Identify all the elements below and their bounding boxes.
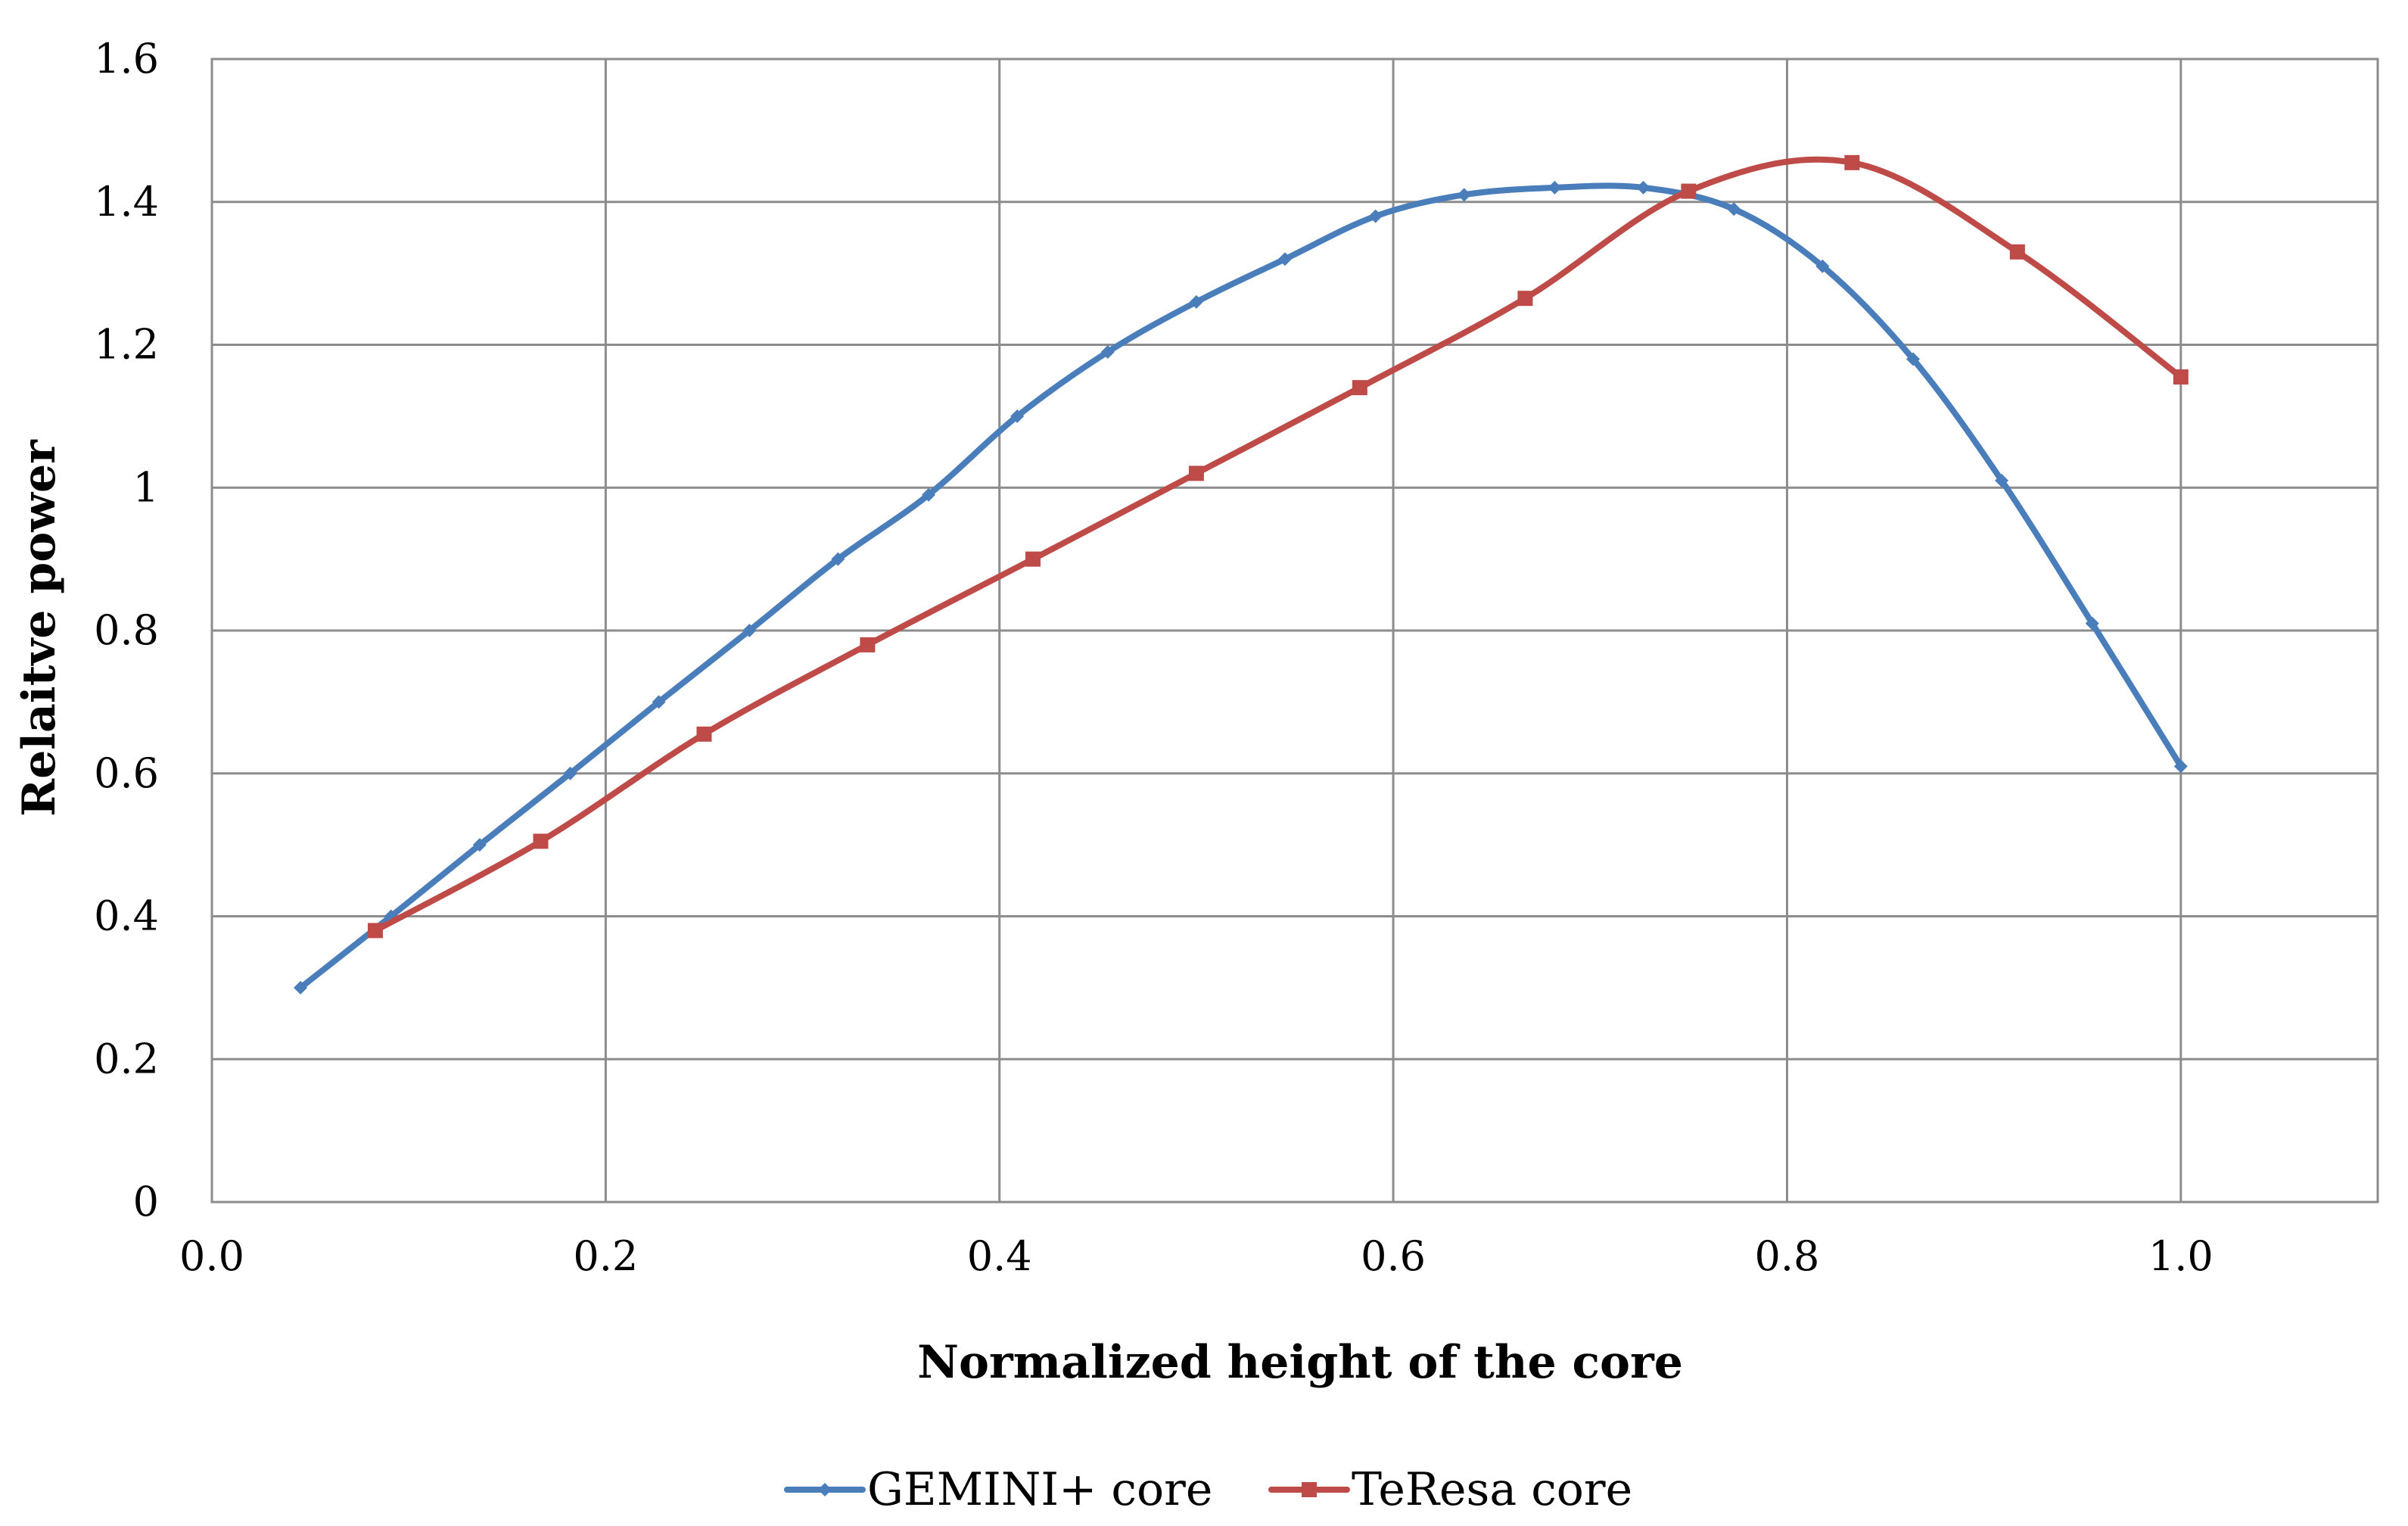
data-point (1352, 380, 1367, 396)
data-point (860, 637, 876, 652)
y-tick-label: 1.2 (94, 321, 159, 369)
data-point (1188, 466, 1204, 481)
y-tick-label: 0.2 (94, 1035, 159, 1082)
y-tick-label: 0.8 (94, 606, 159, 654)
data-point (1815, 259, 1830, 273)
data-point (922, 487, 936, 502)
x-tick-label: 0.0 (179, 1232, 244, 1280)
data-point (2173, 369, 2189, 385)
data-point (1517, 291, 1533, 307)
y-tick-label: 1.4 (94, 178, 159, 226)
x-tick-label: 0.6 (1361, 1232, 1426, 1280)
series-group (294, 154, 2189, 995)
data-point (1025, 551, 1041, 567)
plot-frame (210, 58, 2379, 1204)
legend-item-gemini: GEMINI+ core (784, 1463, 1212, 1516)
data-point (696, 726, 712, 742)
legend-label-teresa: TeResa core (1352, 1463, 1632, 1516)
x-tick-label: 0.8 (1755, 1232, 1820, 1280)
data-point (294, 980, 308, 995)
legend-label-gemini: GEMINI+ core (867, 1463, 1212, 1516)
legend-marker-teresa (1302, 1482, 1317, 1497)
series-gemini (294, 180, 2188, 995)
data-point (2173, 759, 2188, 774)
data-point (1636, 180, 1650, 195)
data-point (1100, 344, 1115, 359)
data-point (831, 552, 845, 566)
data-point (1906, 352, 1920, 366)
series-line (372, 156, 2184, 934)
data-point (1189, 294, 1203, 309)
x-tick-label: 0.4 (967, 1232, 1032, 1280)
data-point (1681, 183, 1697, 199)
legend-item-teresa: TeResa core (1268, 1463, 1632, 1516)
data-point (1995, 473, 2009, 487)
grid (210, 58, 2378, 1204)
data-point (1010, 409, 1025, 423)
legend-marker-gemini (818, 1483, 832, 1496)
y-tick-label: 0.4 (94, 892, 159, 940)
data-point (1277, 252, 1292, 266)
data-point (2009, 244, 2025, 260)
y-axis-ticks: 0 0.2 0.4 0.6 0.8 1 1.2 1.4 1.6 (94, 35, 159, 1225)
data-point (563, 766, 577, 780)
x-tick-label: 0.2 (573, 1232, 638, 1280)
x-tick-label: 1.0 (2148, 1232, 2214, 1280)
series-line (297, 182, 2184, 991)
y-axis-title: Relaitve power (13, 439, 66, 817)
data-point (1457, 188, 1471, 202)
data-point (1727, 202, 1741, 216)
data-point (472, 838, 487, 852)
y-tick-label: 1.6 (94, 35, 159, 83)
series-teresa (367, 154, 2189, 939)
y-tick-label: 0 (133, 1178, 159, 1225)
y-tick-label: 0.6 (94, 749, 159, 797)
data-point (1368, 209, 1383, 223)
data-point (652, 695, 666, 709)
data-point (1548, 180, 1562, 195)
data-point (742, 624, 757, 637)
data-point (533, 833, 549, 849)
x-axis-ticks: 0.0 0.2 0.4 0.6 0.8 1.0 (179, 1232, 2214, 1280)
legend: GEMINI+ core TeResa core (784, 1463, 1632, 1516)
x-axis-title: Normalized height of the core (917, 1336, 1683, 1389)
data-point (1844, 154, 1860, 170)
data-point (367, 923, 383, 939)
data-point (2085, 616, 2099, 631)
y-tick-label: 1 (133, 463, 159, 511)
